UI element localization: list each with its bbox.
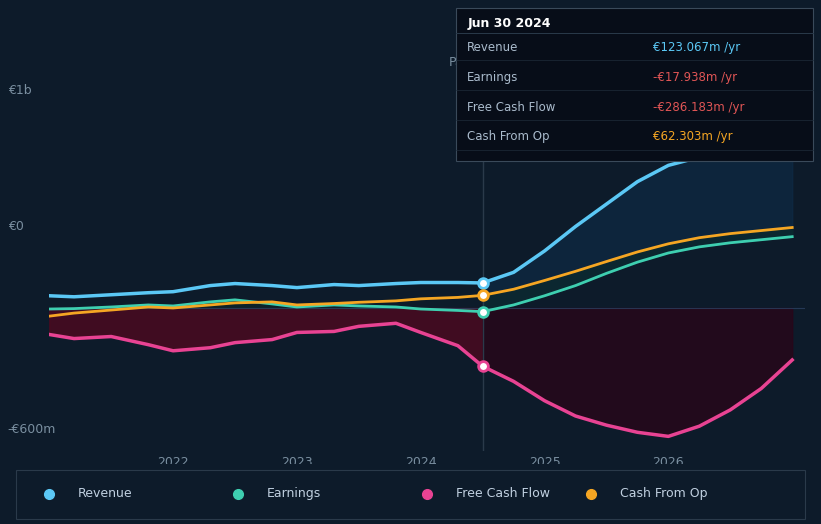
Text: €0: €0 (7, 221, 24, 233)
Text: €62.303m /yr: €62.303m /yr (653, 130, 732, 144)
Text: €123.067m /yr: €123.067m /yr (653, 41, 740, 54)
Text: Cash From Op: Cash From Op (467, 130, 549, 144)
Text: Cash From Op: Cash From Op (620, 487, 708, 500)
Text: Free Cash Flow: Free Cash Flow (467, 101, 556, 114)
Text: -€286.183m /yr: -€286.183m /yr (653, 101, 744, 114)
Text: Revenue: Revenue (467, 41, 519, 54)
Text: Jun 30 2024: Jun 30 2024 (467, 17, 551, 30)
Text: €1b: €1b (7, 84, 31, 97)
Text: Past: Past (449, 56, 475, 69)
Text: Earnings: Earnings (267, 487, 321, 500)
Text: Revenue: Revenue (78, 487, 133, 500)
Text: Free Cash Flow: Free Cash Flow (456, 487, 549, 500)
Text: Earnings: Earnings (467, 71, 519, 84)
Text: -€17.938m /yr: -€17.938m /yr (653, 71, 736, 84)
Text: Analysts Forecasts: Analysts Forecasts (490, 56, 607, 69)
Text: -€600m: -€600m (7, 423, 56, 436)
